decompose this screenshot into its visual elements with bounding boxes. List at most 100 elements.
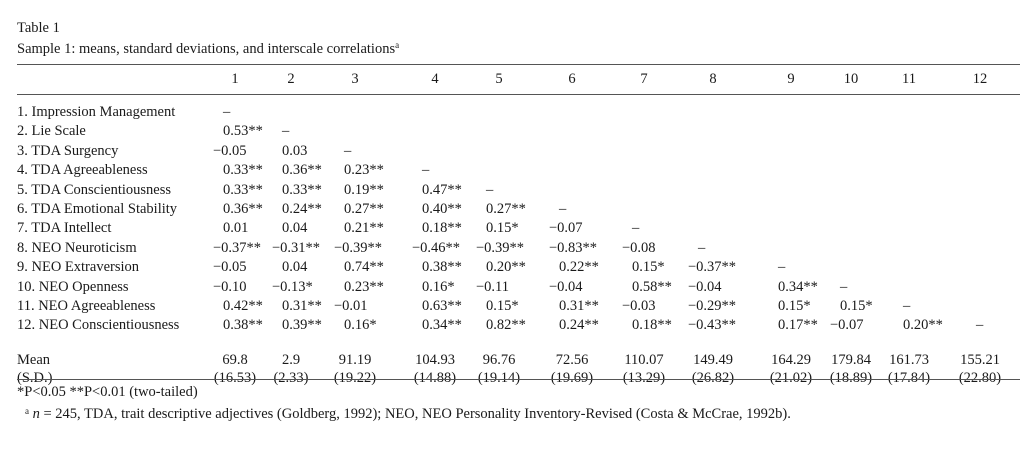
row-label: Mean bbox=[17, 352, 51, 368]
column-header-9: 9 bbox=[787, 71, 795, 87]
table-cell: 0.74** bbox=[344, 259, 384, 276]
table-cell: 0.20** bbox=[486, 259, 526, 276]
table-title: Sample 1: means, standard deviations, an… bbox=[17, 37, 399, 58]
table-cell: (13.29) bbox=[622, 370, 666, 386]
table-cell: −0.05 bbox=[213, 259, 247, 276]
table-cell: (19.14) bbox=[477, 370, 521, 386]
table-cell: – bbox=[486, 181, 494, 198]
row-label: 2. Lie Scale bbox=[17, 123, 86, 140]
column-header-2: 2 bbox=[287, 71, 295, 87]
table-row: 8. NEO Neuroticism −0.37** −0.31** −0.39** −… bbox=[17, 239, 1020, 257]
sample-note-marker: a bbox=[25, 406, 29, 416]
table-top-rule bbox=[17, 64, 1020, 65]
table-cell: 0.82** bbox=[486, 317, 526, 334]
table-cell: – bbox=[422, 162, 430, 179]
table-cell: (19.22) bbox=[333, 370, 377, 386]
table-cell: 0.18** bbox=[422, 220, 462, 237]
table-cell: 0.42** bbox=[223, 298, 263, 314]
table-cell: (21.02) bbox=[769, 370, 813, 386]
table-cell: 0.34** bbox=[422, 317, 462, 334]
column-header-10: 10 bbox=[843, 71, 859, 87]
significance-note: *P<0.05 **P<0.01 (two-tailed) bbox=[17, 384, 198, 400]
table-cell: −0.07 bbox=[549, 220, 583, 237]
table-cell: – bbox=[840, 278, 848, 295]
table-cell: (17.84) bbox=[887, 370, 931, 386]
table-header-rule bbox=[17, 94, 1020, 95]
table-cell: 0.33** bbox=[282, 181, 322, 198]
table-cell: 0.15* bbox=[632, 259, 665, 276]
row-label: 7. TDA Intellect bbox=[17, 220, 112, 237]
table-row: 11. NEO Agreeableness 0.42** 0.31** −0.01 0.… bbox=[17, 297, 1020, 315]
table-cell: −0.29** bbox=[688, 298, 737, 314]
table-cell: (14.88) bbox=[413, 370, 457, 386]
sd-row: (S.D.) (16.53) (2.33) (19.22) (14.88) (19.14)… bbox=[17, 369, 1020, 387]
table-cell: 0.21** bbox=[344, 220, 384, 237]
table-cell: (26.82) bbox=[691, 370, 735, 386]
table-cell: 0.24** bbox=[282, 201, 322, 217]
table-cell: 179.84 bbox=[831, 352, 871, 368]
table-cell: – bbox=[698, 239, 706, 256]
column-header-8: 8 bbox=[709, 71, 717, 87]
table-cell: 91.19 bbox=[338, 352, 372, 368]
table-row: 12. NEO Conscientiousness 0.38** 0.39** 0.1… bbox=[17, 316, 1020, 334]
table-cell: 0.36** bbox=[282, 162, 322, 179]
row-label: 11. NEO Agreeableness bbox=[17, 298, 156, 314]
column-header-11: 11 bbox=[902, 71, 916, 87]
table-cell: 0.15* bbox=[486, 220, 519, 237]
table-cell: (19.69) bbox=[550, 370, 594, 386]
table-cell: 0.33** bbox=[223, 162, 263, 179]
row-label: 10. NEO Openness bbox=[17, 278, 129, 295]
table-row: 10. NEO Openness −0.10 −0.13* 0.23** 0.16* −0… bbox=[17, 278, 1020, 296]
table-cell: 0.58** bbox=[632, 278, 672, 295]
table-cell: 0.15* bbox=[486, 298, 519, 314]
table-cell: 0.04 bbox=[282, 259, 308, 276]
table-cell: 0.15* bbox=[778, 298, 811, 314]
table-cell: −0.13* bbox=[272, 278, 313, 295]
table-cell: 110.07 bbox=[624, 352, 664, 368]
table-cell: – bbox=[778, 259, 786, 276]
row-label: 3. TDA Surgency bbox=[17, 142, 119, 159]
table-cell: 0.20** bbox=[903, 317, 943, 334]
table-row: 7. TDA Intellect 0.01 0.04 0.21** 0.18** 0.15… bbox=[17, 219, 1020, 237]
row-label: 8. NEO Neuroticism bbox=[17, 239, 137, 256]
sample-note: a n = 245, TDA, trait descriptive adject… bbox=[17, 402, 791, 424]
table-cell: 69.8 bbox=[222, 352, 248, 368]
table-cell: 0.27** bbox=[486, 201, 526, 217]
table-cell: 0.39** bbox=[282, 317, 322, 334]
table-cell: 0.23** bbox=[344, 278, 384, 295]
table-cell: −0.10 bbox=[213, 278, 247, 295]
table-cell: 164.29 bbox=[771, 352, 811, 368]
table-cell: – bbox=[632, 220, 640, 237]
table-cell: 0.04 bbox=[282, 220, 308, 237]
table-cell: – bbox=[282, 123, 290, 140]
row-label: 5. TDA Conscientiousness bbox=[17, 181, 171, 198]
table-cell: 0.16* bbox=[344, 317, 377, 334]
table-cell: 0.47** bbox=[422, 181, 462, 198]
row-label: (S.D.) bbox=[17, 370, 53, 386]
table-cell: 155.21 bbox=[960, 352, 1000, 368]
table-row: 1. Impression Management – bbox=[17, 103, 1020, 121]
column-header-7: 7 bbox=[640, 71, 648, 87]
table-cell: (16.53) bbox=[213, 370, 257, 386]
table-cell: 104.93 bbox=[415, 352, 455, 368]
table-cell: −0.83** bbox=[549, 239, 598, 256]
table-cell: – bbox=[223, 104, 231, 120]
table-cell: 0.01 bbox=[223, 220, 249, 237]
table-cell: 96.76 bbox=[482, 352, 516, 368]
table-cell: 0.23** bbox=[344, 162, 384, 179]
table-caption: Table 1 Sample 1: means, standard deviat… bbox=[17, 20, 399, 58]
column-header-6: 6 bbox=[568, 71, 576, 87]
table-cell: 0.22** bbox=[559, 259, 599, 276]
table-cell: 0.38** bbox=[422, 259, 462, 276]
table-cell: 0.16* bbox=[422, 278, 455, 295]
table-cell: 149.49 bbox=[693, 352, 733, 368]
column-header-5: 5 bbox=[495, 71, 503, 87]
table-cell: −0.01 bbox=[334, 298, 368, 314]
table-cell: 0.17** bbox=[778, 317, 818, 334]
table-cell: 2.9 bbox=[281, 352, 301, 368]
row-label: 1. Impression Management bbox=[17, 104, 176, 120]
table-cell: 72.56 bbox=[555, 352, 589, 368]
column-header-1: 1 bbox=[231, 71, 239, 87]
row-label: 9. NEO Extraversion bbox=[17, 259, 140, 276]
mean-row: Mean 69.8 2.9 91.19 104.93 96.76 72.56 110.07 14… bbox=[17, 351, 1020, 369]
